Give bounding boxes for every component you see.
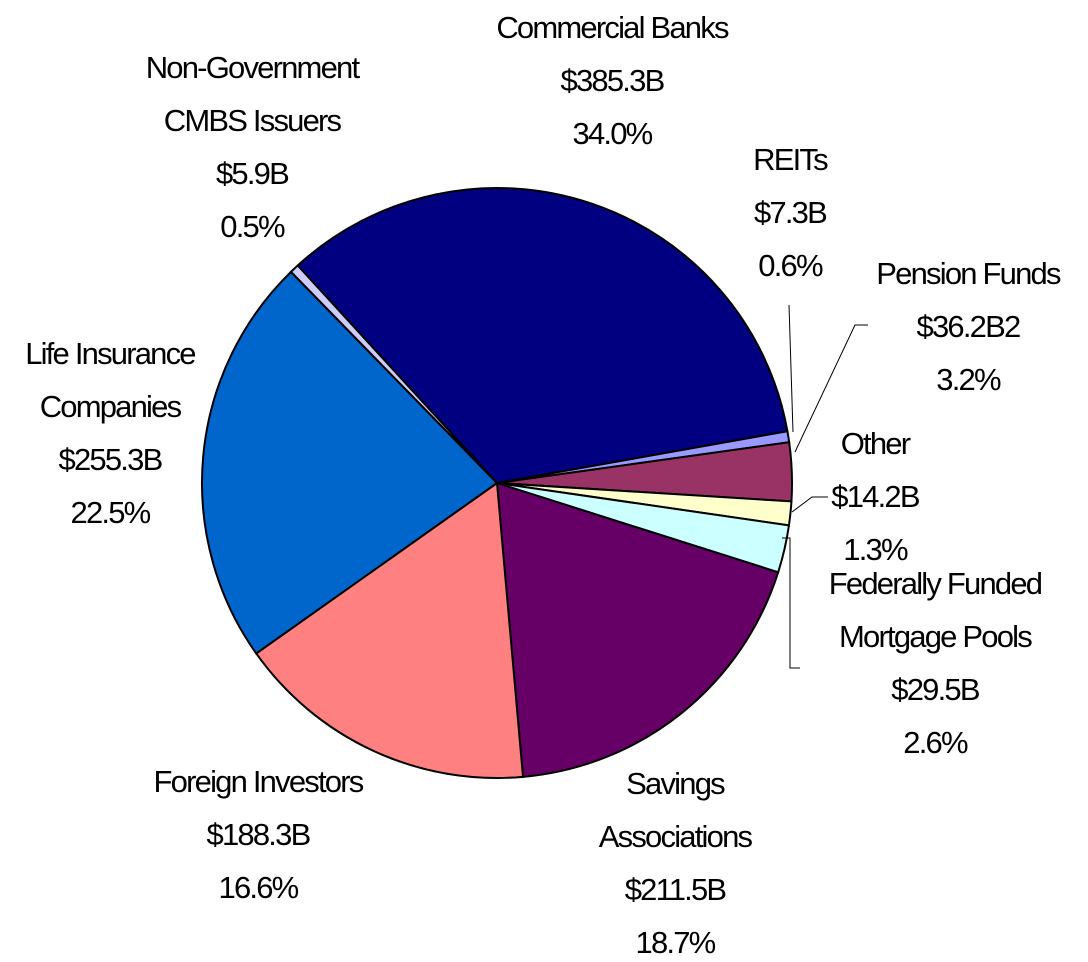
category-label: Savings [626,766,725,801]
category-label: Federally Funded [829,566,1042,601]
amount-label: $29.5B [891,672,980,707]
pie-slice [495,481,780,778]
pie-slice [296,187,789,485]
amount-label: $255.3B [59,442,163,477]
percent-label: 34.0% [573,116,653,151]
amount-label: $188.3B [207,817,311,852]
category-label: Other [841,426,911,461]
amount-label: $385.3B [561,63,665,98]
category-label: Foreign Investors [154,764,364,799]
percent-label: 1.3% [843,532,908,567]
pie-slice [289,264,498,484]
percent-label: 18.7% [636,925,716,960]
category-label: Life Insurance [25,336,195,371]
amount-label: $36.2B2 [917,309,1020,344]
leader-line [791,496,828,513]
category-label: Pension Funds [876,256,1061,291]
category-label: Companies [40,389,182,424]
percent-label: 3.2% [936,362,1001,397]
amount-label: $5.9B [216,156,289,191]
category-label: Non-Government [146,50,361,85]
leader-line [794,324,868,453]
category-label: Commercial Banks [496,10,729,45]
percent-label: 0.5% [220,209,285,244]
pie-slice [254,481,525,779]
category-label: REITs [753,142,828,177]
percent-label: 2.6% [903,725,968,760]
category-label: Mortgage Pools [839,619,1032,654]
percent-label: 0.6% [758,248,823,283]
amount-label: $211.5B [625,872,727,907]
category-label: Associations [599,819,753,854]
pie-slice [201,270,499,655]
amount-label: $7.3B [754,195,827,230]
percent-label: 16.6% [219,870,299,905]
percent-label: 22.5% [71,495,151,530]
leader-line [782,537,800,669]
amount-label: $14.2B [831,479,920,514]
category-label: CMBS Issuers [164,103,342,138]
leader-line [788,304,794,433]
